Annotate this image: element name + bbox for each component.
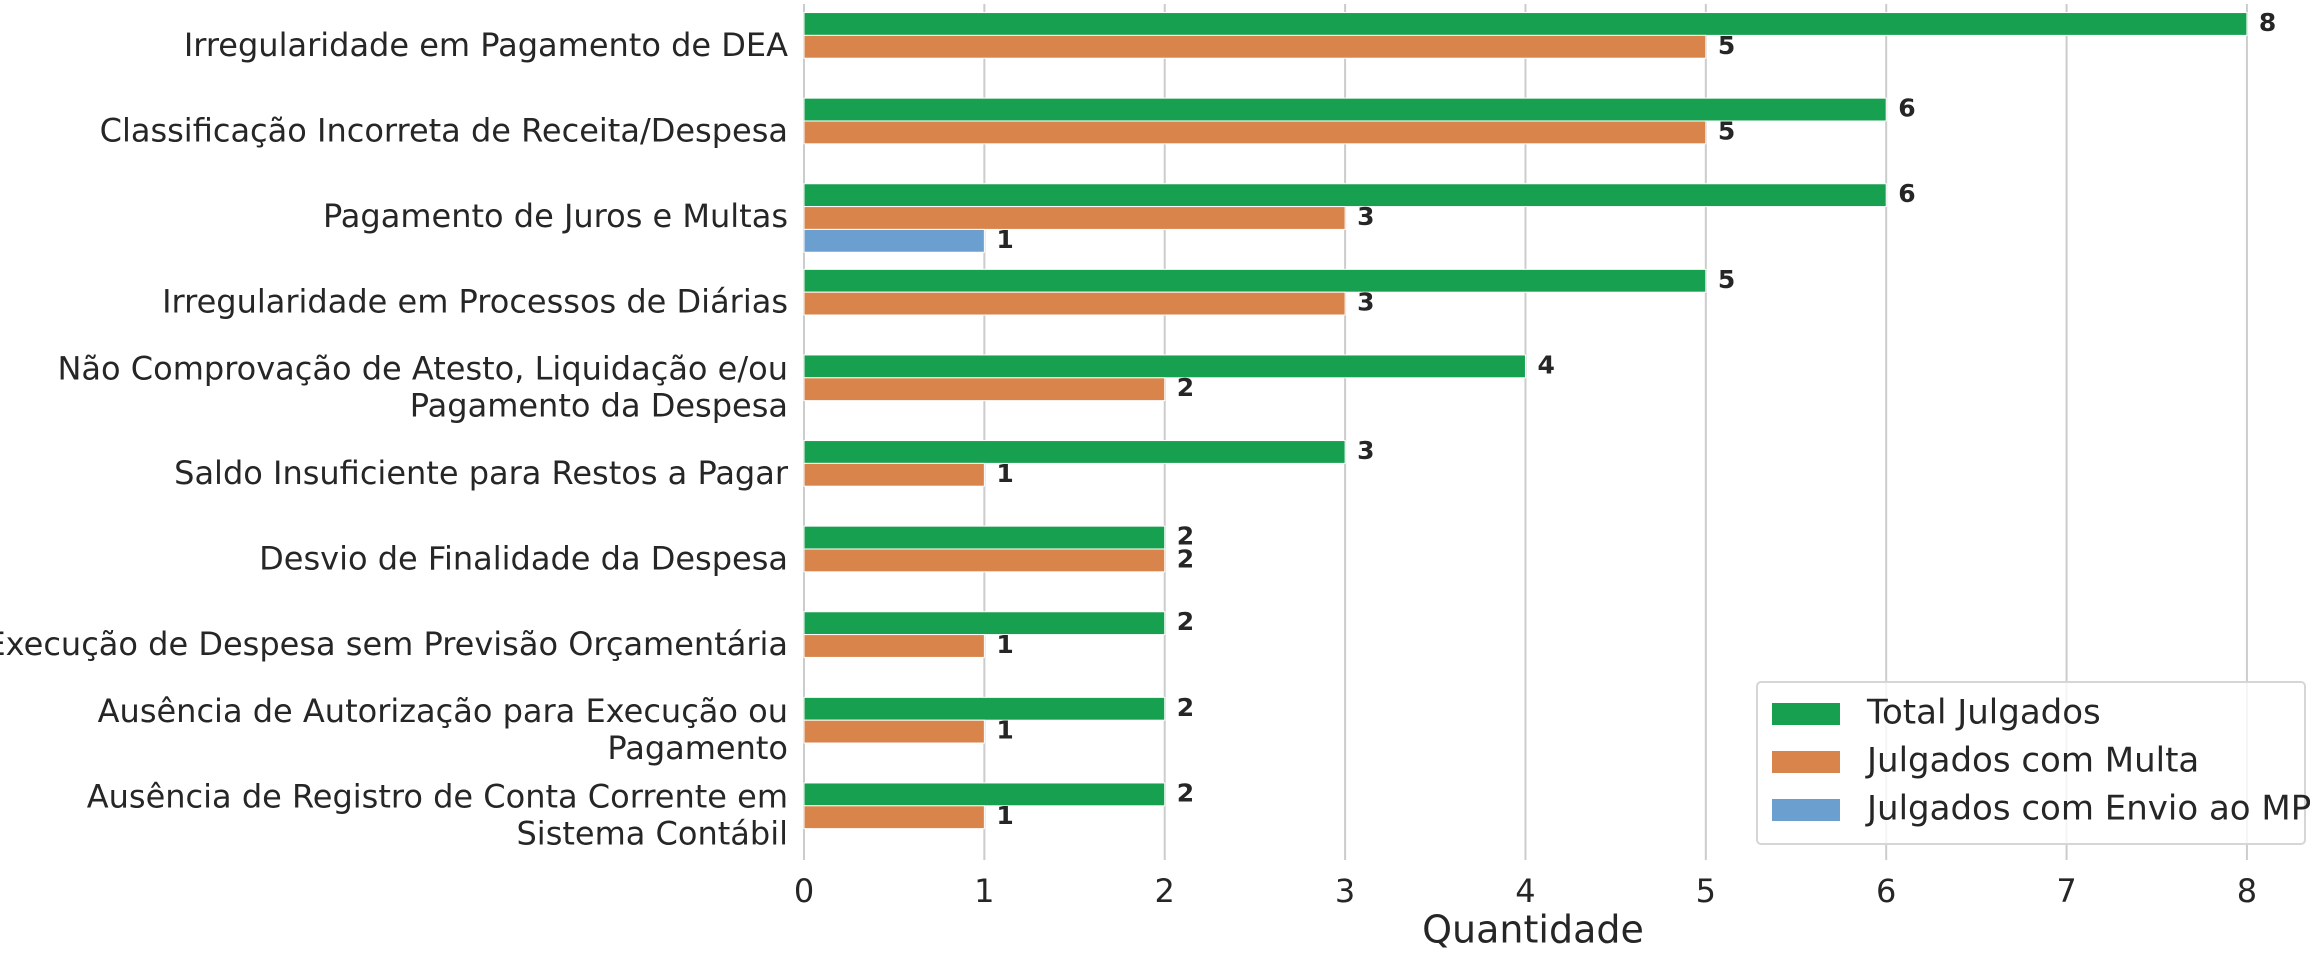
x-tick-label: 5 [1696, 872, 1716, 910]
x-tick-label: 3 [1335, 872, 1355, 910]
x-tick-label: 6 [1876, 872, 1896, 910]
bar [803, 634, 985, 658]
legend-swatch [1772, 799, 1840, 821]
data-label: 1 [996, 801, 1013, 830]
y-tick-label: Saldo Insuficiente para Restos a Pagar [174, 454, 789, 492]
legend-label: Julgados com Envio ao MPE [1865, 789, 2310, 829]
bar [803, 462, 985, 487]
bar [803, 291, 1346, 316]
y-tick-label: Irregularidade em Processos de Diárias [162, 283, 788, 321]
bar [803, 228, 985, 253]
x-tick-label: 2 [1155, 872, 1175, 910]
bar [803, 525, 1166, 550]
data-label: 6 [1898, 94, 1915, 123]
legend-label: Julgados com Multa [1865, 741, 2199, 781]
bar [803, 206, 1346, 230]
x-axis-label: Quantidade [1422, 908, 1644, 951]
x-tick-label: 1 [974, 872, 994, 910]
bar [803, 548, 1166, 573]
bar [803, 120, 1707, 145]
bar [803, 377, 1166, 402]
x-tick-label: 8 [2237, 872, 2257, 910]
data-label: 5 [1718, 31, 1735, 60]
data-label: 2 [1177, 522, 1194, 551]
y-tick-label: Ausência de Registro de Conta Corrente e… [87, 778, 788, 853]
bar [803, 354, 1526, 379]
data-label: 3 [1357, 202, 1374, 231]
bar [803, 782, 1166, 807]
y-tick-label: Execução de Despesa sem Previsão Orçamen… [0, 625, 788, 663]
bar [803, 805, 985, 830]
bar [803, 268, 1707, 293]
data-label: 2 [1177, 778, 1194, 807]
legend-swatch [1772, 751, 1840, 773]
legend-label: Total Julgados [1866, 693, 2101, 733]
y-tick-label: Não Comprovação de Atesto, Liquidação e/… [57, 350, 788, 425]
data-label: 1 [996, 630, 1013, 659]
x-tick-label: 7 [2056, 872, 2076, 910]
bar [803, 696, 1166, 721]
data-label: 3 [1357, 436, 1374, 465]
data-label: 6 [1898, 179, 1915, 208]
bar [803, 183, 1887, 208]
legend-box [1756, 681, 2306, 845]
x-tick-label: 0 [794, 872, 814, 910]
bar [803, 34, 1707, 59]
data-label: 5 [1718, 265, 1735, 294]
y-tick-label: Classificação Incorreta de Receita/Despe… [100, 111, 788, 149]
data-label: 1 [996, 716, 1013, 745]
y-tick-label: Ausência de Autorização para Execução ou… [98, 692, 788, 767]
bar [803, 440, 1346, 464]
bar [803, 611, 1166, 636]
data-label: 8 [2259, 8, 2276, 37]
y-tick-label: Pagamento de Juros e Multas [323, 197, 788, 235]
data-label: 1 [996, 225, 1013, 254]
data-label: 1 [996, 459, 1013, 488]
data-label: 2 [1177, 373, 1194, 402]
y-tick-label: Desvio de Finalidade da Despesa [259, 539, 788, 577]
data-label: 3 [1357, 288, 1374, 317]
data-label: 2 [1177, 607, 1194, 636]
data-label: 2 [1177, 544, 1194, 573]
bar [803, 12, 2248, 36]
bar [803, 719, 985, 744]
data-label: 5 [1718, 116, 1735, 145]
x-tick-label: 4 [1515, 872, 1535, 910]
data-label: 2 [1177, 693, 1194, 722]
legend-swatch [1772, 703, 1840, 725]
y-tick-label: Irregularidade em Pagamento de DEA [184, 26, 788, 64]
data-label: 4 [1537, 350, 1554, 379]
